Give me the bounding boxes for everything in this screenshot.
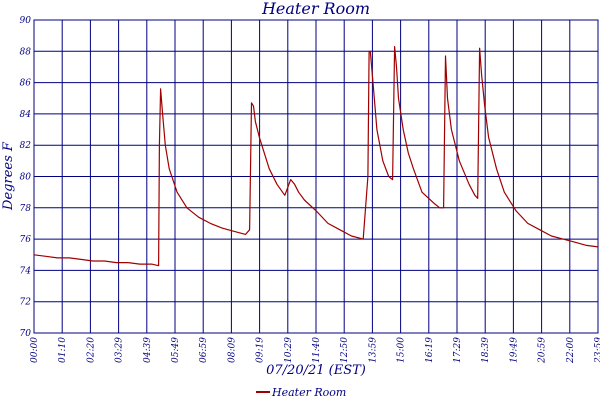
x-tick-label: 01:10 [58, 337, 68, 363]
x-tick-label: 02:20 [86, 337, 96, 363]
x-tick-label: 15:00 [397, 337, 407, 363]
legend-entry-heater-room: Heater Room [271, 386, 346, 399]
y-tick-label: 84 [20, 110, 32, 120]
y-tick-label: 76 [20, 235, 32, 245]
y-tick-label: 74 [20, 266, 32, 276]
y-axis-label: Degrees F [1, 141, 16, 211]
x-tick-label: 10:29 [284, 337, 294, 363]
x-tick-label: 05:49 [171, 337, 181, 363]
y-tick-label: 90 [20, 16, 32, 26]
legend: Heater Room [256, 386, 346, 399]
x-tick-label: 23:59 [594, 337, 600, 364]
chart-title: Heater Room [261, 0, 370, 18]
x-tick-label: 00:00 [30, 337, 40, 363]
x-tick-label: 16:19 [425, 337, 435, 363]
series-layer [33, 45, 599, 267]
y-tick-label: 88 [20, 47, 32, 57]
y-tick-label: 78 [20, 204, 32, 214]
x-tick-label: 19:49 [509, 337, 519, 363]
x-tick-label: 08:09 [227, 337, 237, 363]
y-tick-label: 86 [20, 79, 32, 89]
x-tick-label: 04:39 [143, 337, 153, 363]
y-tick-label: 72 [20, 298, 32, 308]
x-tick-label: 12:50 [340, 337, 350, 363]
tick-label-layer: 70 72 74 76 78 80 82 84 86 88 90 00:00 01:10 02:20 03:… [20, 16, 600, 364]
x-tick-label: 06:59 [199, 337, 209, 363]
x-axis-label: 07/20/21 (EST) [266, 363, 366, 378]
y-tick-label: 80 [20, 173, 32, 183]
y-tick-label: 82 [20, 141, 32, 151]
x-tick-label: 22:00 [566, 337, 576, 364]
series-line-heater-room [33, 45, 599, 267]
x-tick-label: 11:40 [312, 337, 322, 363]
grid-layer [33, 19, 599, 334]
x-tick-label: 13:59 [368, 337, 378, 363]
x-tick-label: 09:19 [256, 337, 266, 363]
x-tick-label: 18:39 [481, 337, 491, 363]
x-tick-label: 17:29 [453, 337, 463, 363]
x-tick-label: 03:29 [115, 337, 125, 363]
x-tick-label: 20:59 [538, 337, 548, 364]
y-tick-label: 70 [20, 329, 32, 339]
